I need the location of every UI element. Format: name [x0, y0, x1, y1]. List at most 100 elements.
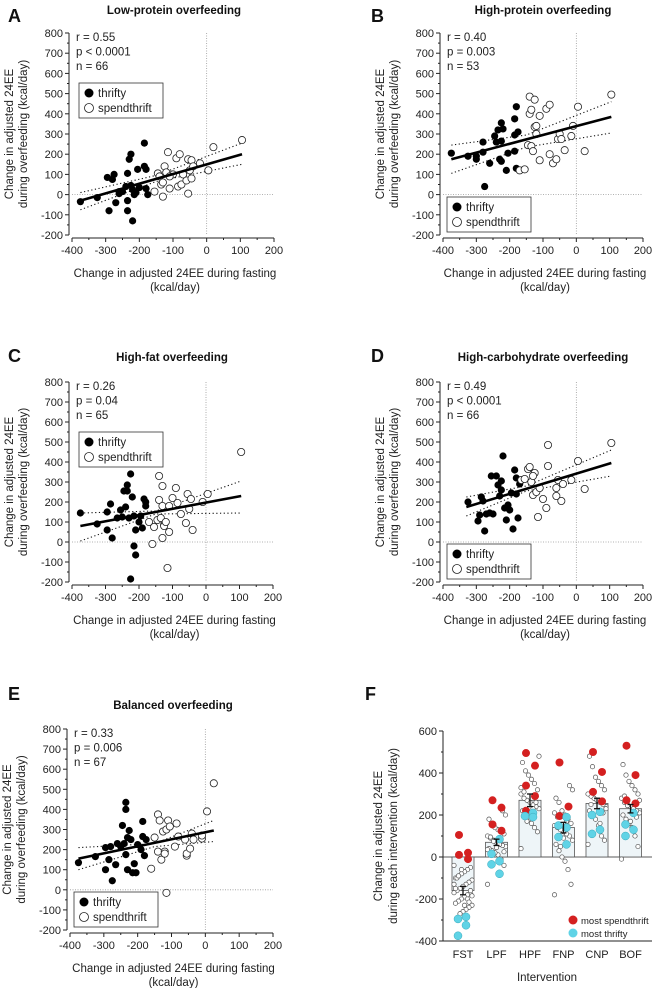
y-tick-label: 100 [43, 865, 61, 877]
stat-r: r = 0.49 [447, 381, 486, 393]
x-tick-label: -200 [127, 940, 149, 952]
x-tick-label: 200 [634, 592, 652, 604]
thrifty-point [506, 506, 514, 514]
spendthrift-point [589, 748, 597, 756]
y-tick-label: -100 [412, 210, 434, 222]
x-tick-label: CNP [585, 949, 608, 961]
spendthrift-point [622, 796, 631, 805]
spendthrift-point [188, 526, 197, 535]
category-bof: BOF [618, 741, 642, 961]
data-point [601, 837, 608, 843]
regression-line [78, 829, 215, 860]
thrifty-point [499, 125, 507, 133]
thrifty-point [495, 856, 504, 866]
thrifty-point [464, 498, 472, 506]
thrifty-point [101, 866, 110, 874]
data-point [521, 789, 527, 795]
panel-letter: F [365, 684, 376, 704]
x-axis-unit: (kcal/day) [520, 629, 570, 641]
y-tick-label: -400 [415, 936, 437, 948]
spendthrift-point [574, 456, 583, 465]
panel-title: High-fat overfeeding [116, 352, 228, 364]
x-tick-label: -100 [162, 245, 184, 257]
thrifty-point [461, 921, 471, 930]
legend-thrifty-label: thrifty [93, 897, 121, 909]
scatter-panel-b: B High-protein overfeeding -200 -100 0 100 200… [371, 5, 652, 294]
data-point [533, 799, 539, 805]
spendthrift-point [557, 135, 566, 144]
x-tick-label: -300 [465, 592, 487, 604]
data-point [501, 862, 507, 868]
spendthrift-point [209, 779, 218, 788]
spendthrift-point [545, 100, 554, 109]
spendthrift-point [535, 111, 544, 120]
thrifty-point [595, 807, 605, 817]
x-tick-label: -200 [128, 592, 150, 604]
x-tick-label: -400 [61, 245, 83, 257]
data-point [629, 783, 635, 789]
legend-spendthrift-label: spendthrift [93, 912, 148, 924]
data-point [455, 873, 462, 879]
thrifty-point [142, 184, 150, 193]
thrifty-point [130, 860, 138, 868]
y-tick-label: 200 [45, 497, 63, 509]
thrifty-point [123, 169, 132, 177]
spendthrift-point [161, 518, 170, 527]
x-tick-label: -400 [432, 245, 454, 257]
data-point [536, 753, 542, 759]
x-tick-label: 200 [265, 245, 283, 257]
legend-thrifty-marker [568, 928, 578, 938]
y-tick-label: 600 [45, 68, 63, 80]
spendthrift-point [170, 842, 179, 851]
stat-r: r = 0.33 [74, 728, 113, 740]
x-axis-title: Change in adjusted 24EE during fasting [73, 615, 276, 627]
thrifty-point [621, 831, 630, 841]
data-point [452, 885, 459, 892]
thrifty-point [587, 810, 597, 820]
spendthrift-point [567, 132, 576, 141]
spendthrift-point [497, 826, 506, 835]
legend: thrifty spendthrift [73, 891, 159, 928]
thrifty-point [122, 851, 130, 859]
thrifty-point [476, 511, 484, 519]
y-axis-title: Change in adjusted 24EE [2, 764, 14, 895]
data-point [534, 787, 541, 793]
thrifty-point [499, 452, 507, 460]
thrifty-point [562, 823, 571, 832]
thrifty-point [132, 551, 140, 559]
x-tick-label: 0 [203, 592, 209, 604]
y-axis-title: Change in adjusted 24EE [375, 68, 387, 199]
ci-lower-line [80, 163, 243, 211]
spendthrift-point [555, 812, 564, 821]
thrifty-point [107, 842, 115, 851]
x-axis-title: Change in adjusted 24EE during fasting [444, 268, 647, 280]
legend-thrifty-marker [452, 549, 462, 559]
x-tick-label: -400 [432, 592, 454, 604]
x-tick-label: BOF [619, 949, 642, 961]
x-tick-label: -200 [499, 592, 521, 604]
thrifty-point [492, 472, 500, 480]
y-axis-title-line2: during each intervention (kcal/day) [388, 748, 400, 924]
spendthrift-point [158, 178, 167, 187]
spendthrift-point [622, 741, 631, 750]
thrifty-point [514, 128, 522, 136]
spendthrift-point [631, 799, 640, 808]
data-point [559, 854, 565, 860]
thrifty-point [528, 812, 538, 822]
y-tick-label: 300 [416, 129, 434, 141]
data-point [556, 848, 562, 854]
y-tick-label: 700 [416, 48, 434, 60]
spendthrift-point [522, 749, 530, 758]
data-point [451, 881, 457, 887]
thrifty-point [472, 155, 480, 163]
legend-thrifty-label: thrifty [466, 202, 494, 214]
spendthrift-point [209, 143, 218, 152]
legend-thrifty-label: thrifty [98, 88, 126, 100]
thrifty-point [142, 165, 150, 173]
y-tick-label: 800 [416, 28, 434, 40]
x-axis-unit: (kcal/day) [520, 282, 570, 294]
spendthrift-point [560, 146, 569, 155]
data-point [461, 902, 468, 908]
category-fst: FST [451, 830, 475, 961]
y-tick-label: -100 [39, 905, 61, 917]
